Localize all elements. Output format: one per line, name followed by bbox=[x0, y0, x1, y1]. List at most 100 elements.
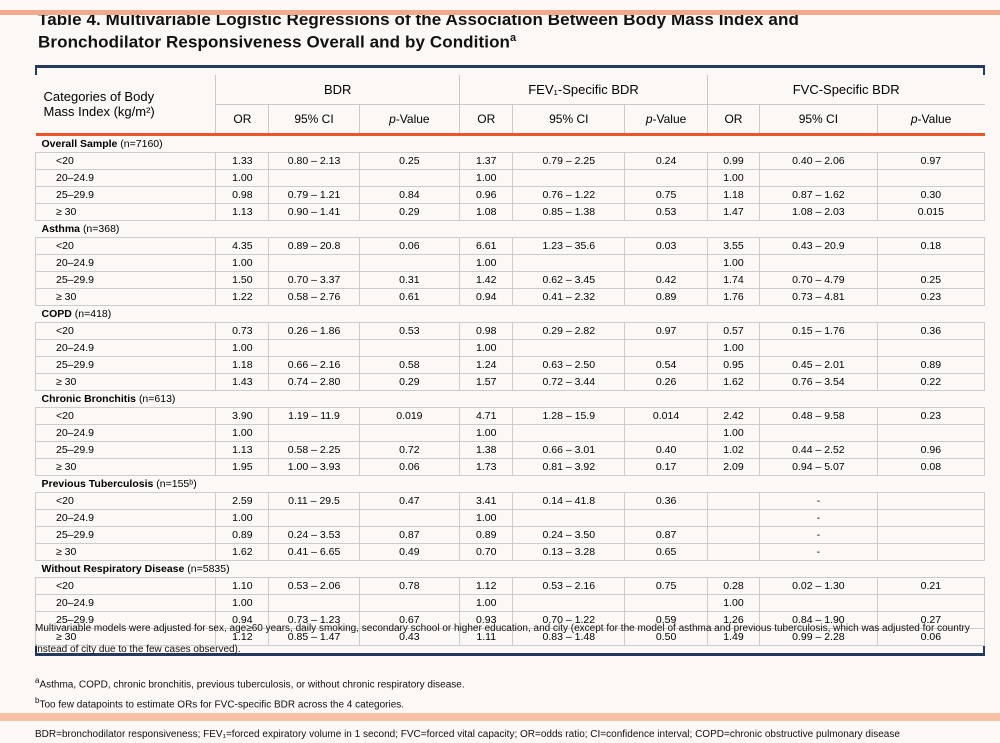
cell-pvalue: 0.53 bbox=[358, 322, 461, 340]
cell-ci bbox=[512, 424, 626, 442]
cell-pvalue: 0.36 bbox=[876, 322, 986, 340]
row-label: ≥ 30 bbox=[34, 373, 217, 391]
cell-ci: 0.79 – 2.25 bbox=[512, 152, 626, 170]
cell-pvalue: 0.58 bbox=[358, 356, 461, 374]
row-label: 20–24.9 bbox=[34, 169, 217, 187]
cell-pvalue bbox=[876, 543, 986, 561]
cell-pvalue: 0.42 bbox=[624, 271, 708, 289]
table-row: 25–29.9 1.50 0.70 – 3.37 0.31 1.42 0.62 – 3.4… bbox=[34, 271, 986, 289]
row-label: 20–24.9 bbox=[34, 594, 217, 612]
cell-pvalue bbox=[358, 424, 461, 442]
cell-pvalue: 0.78 bbox=[358, 577, 461, 595]
cell-or: 2.42 bbox=[706, 407, 761, 425]
cell-or bbox=[706, 509, 761, 527]
section-header-row: COPD (n=418) bbox=[35, 305, 985, 323]
cell-or: 1.49 bbox=[706, 628, 761, 646]
row-label: 20–24.9 bbox=[34, 424, 217, 442]
table-row: <20 0.73 0.26 – 1.86 0.53 0.98 0.29 – 2.82 0.9… bbox=[34, 322, 986, 340]
cell-pvalue: 0.65 bbox=[624, 543, 708, 561]
cell-ci: 0.53 – 2.16 bbox=[512, 577, 626, 595]
cell-ci: 0.24 – 3.53 bbox=[268, 526, 360, 544]
section-header-row: Chronic Bronchitis (n=613) bbox=[35, 390, 985, 408]
table-row: <20 2.59 0.11 – 29.5 0.47 3.41 0.14 – 41.8 0.3… bbox=[34, 492, 986, 510]
table-row: 25–29.9 0.98 0.79 – 1.21 0.84 0.96 0.76 – 1.2… bbox=[34, 186, 986, 204]
cell-or: 3.90 bbox=[215, 407, 270, 425]
cell-ci: 0.70 – 1.22 bbox=[512, 611, 626, 629]
cell-or: 0.94 bbox=[215, 611, 270, 629]
cell-ci: - bbox=[759, 543, 878, 561]
cell-or: 1.47 bbox=[706, 203, 761, 221]
cell-pvalue: 0.06 bbox=[358, 237, 461, 255]
table-row: 20–24.9 1.00 1.00 1.00 bbox=[34, 254, 986, 272]
cell-ci: 0.45 – 2.01 bbox=[759, 356, 878, 374]
table-row: ≥ 30 1.95 1.00 – 3.93 0.06 1.73 0.81 – 3.92 0.… bbox=[34, 458, 986, 476]
cell-pvalue bbox=[624, 339, 708, 357]
table-row: ≥ 30 1.22 0.58 – 2.76 0.61 0.94 0.41 – 2.32 0.… bbox=[34, 288, 986, 306]
cell-pvalue bbox=[876, 526, 986, 544]
cell-or: 1.00 bbox=[706, 339, 761, 357]
cell-pvalue: 0.17 bbox=[624, 458, 708, 476]
cell-ci: 0.66 – 2.16 bbox=[268, 356, 360, 374]
cell-or: 1.00 bbox=[459, 509, 514, 527]
cell-pvalue: 0.87 bbox=[358, 526, 461, 544]
cell-or: 2.59 bbox=[215, 492, 270, 510]
table-row: 20–24.9 1.00 1.00- bbox=[34, 509, 986, 527]
row-label: <20 bbox=[34, 577, 217, 595]
cell-or: 1.22 bbox=[215, 288, 270, 306]
cell-pvalue: 0.21 bbox=[876, 577, 986, 595]
cell-ci: 0.53 – 2.06 bbox=[268, 577, 360, 595]
cell-ci: 0.63 – 2.50 bbox=[512, 356, 626, 374]
header-ci-1: 95% CI bbox=[268, 104, 360, 135]
cell-ci: 0.70 – 4.79 bbox=[759, 271, 878, 289]
row-label: <20 bbox=[34, 152, 217, 170]
cell-or: 1.50 bbox=[215, 271, 270, 289]
table-row: 25–29.9 0.94 0.73 – 1.23 0.67 0.93 0.70 – 1.2… bbox=[34, 611, 986, 629]
cell-or: 1.00 bbox=[706, 169, 761, 187]
cell-ci: 0.85 – 1.38 bbox=[512, 203, 626, 221]
cell-ci bbox=[268, 169, 360, 187]
cell-pvalue: 0.30 bbox=[876, 186, 986, 204]
cell-pvalue: 0.06 bbox=[876, 628, 986, 646]
cell-pvalue: 0.23 bbox=[876, 407, 986, 425]
cell-or: 1.00 bbox=[706, 594, 761, 612]
cell-ci: 0.87 – 1.62 bbox=[759, 186, 878, 204]
cell-pvalue: 0.97 bbox=[876, 152, 986, 170]
cell-or: 1.24 bbox=[459, 356, 514, 374]
cell-or: 3.41 bbox=[459, 492, 514, 510]
cell-pvalue bbox=[624, 594, 708, 612]
row-label: 25–29.9 bbox=[34, 356, 217, 374]
cell-ci: 0.15 – 1.76 bbox=[759, 322, 878, 340]
cell-pvalue: 0.26 bbox=[624, 373, 708, 391]
cell-pvalue: 0.23 bbox=[876, 288, 986, 306]
cell-or: 1.13 bbox=[215, 203, 270, 221]
cell-pvalue: 0.29 bbox=[358, 203, 461, 221]
cell-ci: 0.81 – 3.92 bbox=[512, 458, 626, 476]
cell-or: 1.00 bbox=[459, 424, 514, 442]
header-or-1: OR bbox=[215, 104, 269, 135]
cell-or: 1.00 bbox=[706, 254, 761, 272]
cell-ci: 0.94 – 5.07 bbox=[759, 458, 878, 476]
cell-ci: 0.99 – 2.28 bbox=[759, 628, 878, 646]
cell-pvalue bbox=[876, 254, 986, 272]
cell-pvalue: 0.18 bbox=[876, 237, 986, 255]
cell-pvalue: 0.89 bbox=[624, 288, 708, 306]
cell-or: 0.28 bbox=[706, 577, 761, 595]
table-row: ≥ 30 1.62 0.41 – 6.65 0.49 0.70 0.13 – 3.28 0.… bbox=[34, 543, 986, 561]
cell-or: 1.95 bbox=[215, 458, 270, 476]
cell-or: 0.70 bbox=[459, 543, 514, 561]
cell-ci bbox=[268, 594, 360, 612]
cell-pvalue bbox=[876, 339, 986, 357]
cell-ci: 0.89 – 20.8 bbox=[268, 237, 360, 255]
cell-pvalue: 0.75 bbox=[624, 186, 708, 204]
cell-ci: 0.73 – 4.81 bbox=[759, 288, 878, 306]
cell-ci bbox=[268, 424, 360, 442]
row-label: ≥ 30 bbox=[34, 288, 217, 306]
table-row: 20–24.9 1.00 1.00 1.00 bbox=[34, 339, 986, 357]
cell-pvalue bbox=[876, 492, 986, 510]
cell-ci bbox=[512, 339, 626, 357]
table-row: ≥ 30 1.13 0.90 – 1.41 0.29 1.08 0.85 – 1.38 0.… bbox=[34, 203, 986, 221]
cell-pvalue: 0.03 bbox=[624, 237, 708, 255]
cell-ci: 0.76 – 3.54 bbox=[759, 373, 878, 391]
cell-pvalue: 0.24 bbox=[624, 152, 708, 170]
cell-or: 1.08 bbox=[459, 203, 514, 221]
